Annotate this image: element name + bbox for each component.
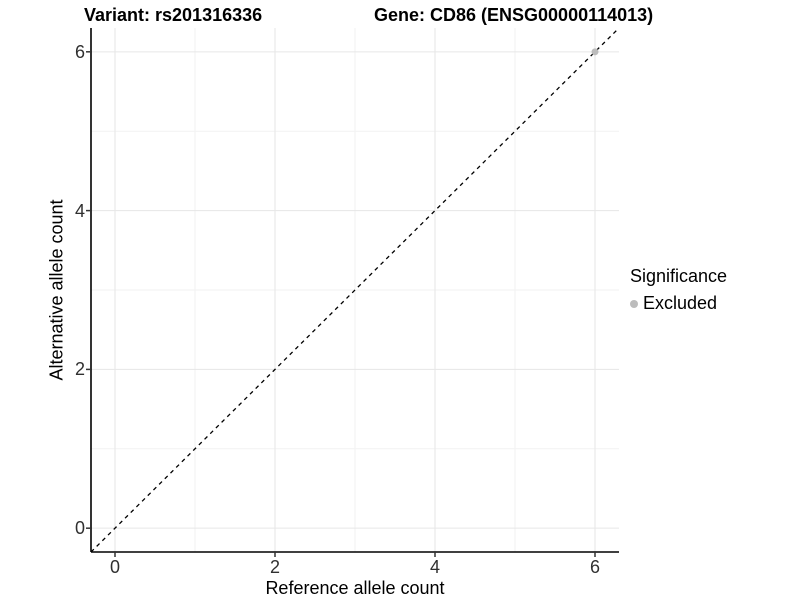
legend: Significance Excluded (630, 266, 727, 314)
title-gene: Gene: CD86 (ENSG00000114013) (374, 5, 654, 25)
y-tick-label: 0 (74, 518, 85, 539)
x-axis-label: Reference allele count (265, 578, 445, 598)
title-variant: Variant: rs201316336 (84, 5, 263, 25)
y-tick-label: 2 (74, 359, 85, 380)
y-axis-label: Alternative allele count (46, 199, 67, 381)
x-tick-label: 0 (109, 557, 120, 577)
y-tick-label: 6 (74, 41, 85, 62)
x-tick-label: 6 (589, 557, 600, 577)
x-tick-label: 4 (429, 557, 440, 577)
legend-item: Excluded (630, 293, 727, 314)
y-tick-label: 4 (74, 200, 85, 221)
x-tick-label: 2 (269, 557, 280, 577)
identity-line (90, 27, 620, 553)
legend-point-icon (630, 299, 638, 308)
legend-title: Significance (630, 266, 728, 286)
data-point (591, 48, 599, 56)
legend-item-label: Excluded (643, 293, 718, 313)
